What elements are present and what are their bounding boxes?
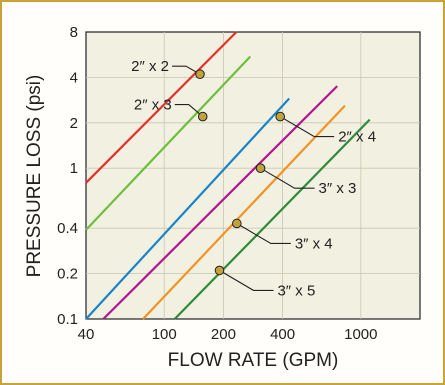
x-tick-label: 400 <box>270 326 295 343</box>
series-label: 2″ x 3 <box>134 97 172 114</box>
series-line <box>85 55 252 231</box>
x-tick-label: 100 <box>152 326 177 343</box>
y-tick-label: 8 <box>70 24 78 41</box>
series-marker <box>197 111 208 122</box>
y-tick-label: 0.2 <box>57 266 78 283</box>
series-label: 2″ x 2 <box>131 58 169 75</box>
series-label: 3″ x 5 <box>277 282 315 299</box>
series-marker <box>275 111 286 122</box>
leader-line <box>236 222 291 245</box>
callouts: 2″ x 2 2″ x 3 2″ x 4 3″ x 3 3″ x 4 3″ x 5 <box>131 58 376 299</box>
y-tick-label: 0.4 <box>57 220 78 237</box>
leader-line <box>260 167 315 189</box>
y-tick-label: 1 <box>70 160 78 177</box>
series-line <box>142 104 346 320</box>
series-label: 3″ x 3 <box>319 180 357 197</box>
y-tick-label: 4 <box>70 69 78 86</box>
series-label: 3″ x 4 <box>295 235 333 252</box>
series-line <box>85 31 238 184</box>
x-tick-label: 40 <box>78 326 95 343</box>
y-tick-label: 0.1 <box>57 311 78 328</box>
series-marker <box>214 265 225 276</box>
leader-line <box>219 269 274 291</box>
series-label: 2″ x 4 <box>338 129 376 146</box>
series-line <box>85 97 291 320</box>
series-marker <box>232 218 242 229</box>
series-marker <box>195 69 205 80</box>
series-marker <box>255 163 266 173</box>
plot-area <box>85 31 421 320</box>
series-lines <box>85 31 371 320</box>
x-tick-label: 1000 <box>344 326 377 343</box>
x-axis-title: FLOW RATE (GPM) <box>168 350 339 371</box>
series-line <box>173 118 371 320</box>
series-line <box>102 85 338 320</box>
leader-line <box>171 65 201 75</box>
y-axis-title: PRESSURE LOSS (psi) <box>24 75 45 278</box>
grid <box>86 32 420 319</box>
x-tick-label: 200 <box>211 326 236 343</box>
tick-labels: 40 100 200 400 1000 0.1 0.2 0.4 1 2 4 8 <box>57 24 377 343</box>
y-tick-label: 2 <box>70 115 78 132</box>
leader-line <box>174 104 204 117</box>
leader-line <box>279 116 335 138</box>
